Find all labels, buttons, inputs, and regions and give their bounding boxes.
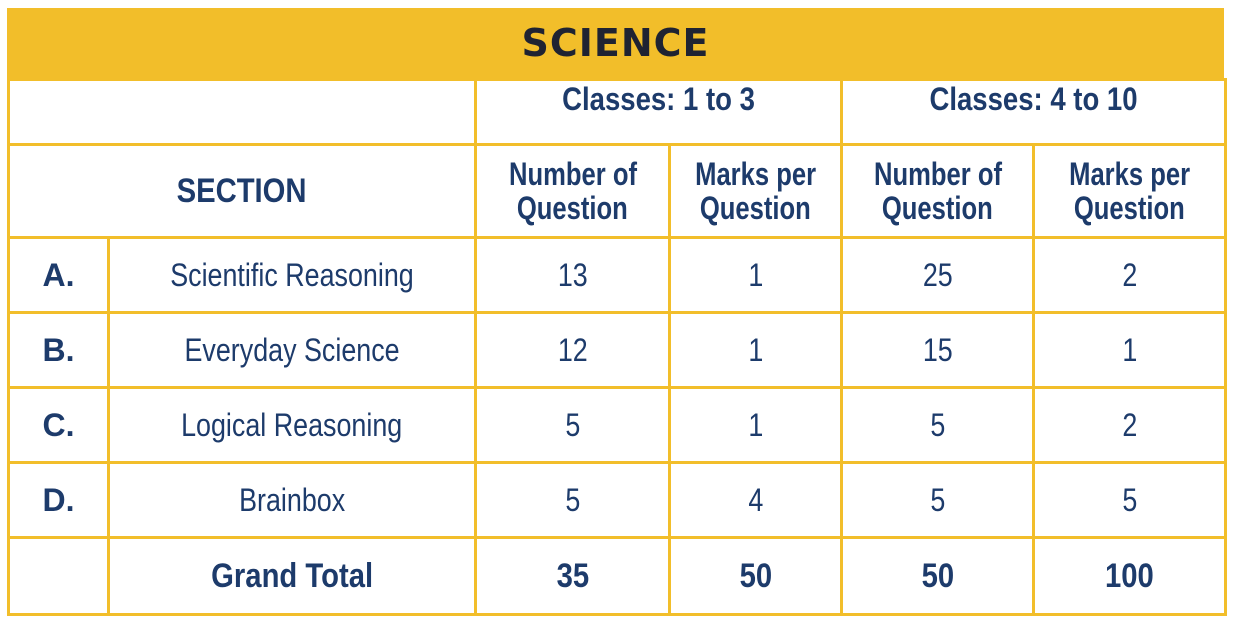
c410-number-header-line2: Question xyxy=(882,190,993,226)
column-header-row: SECTION Number of Question Marks per Que… xyxy=(7,143,1228,239)
table-title: SCIENCE xyxy=(521,21,710,65)
row-c410-marks-value: 2 xyxy=(1122,256,1137,293)
grand-total-c13-marks-value: 50 xyxy=(739,556,772,595)
row-c410-number-value: 5 xyxy=(930,406,945,443)
row-letter: D. xyxy=(7,461,110,539)
c410-marks-header: Marks per Question xyxy=(1032,143,1228,239)
row-c410-number: 15 xyxy=(840,311,1036,389)
section-header-cell: SECTION xyxy=(7,143,477,239)
c13-marks-header-line1: Marks per xyxy=(695,156,816,192)
row-c13-marks: 4 xyxy=(667,461,844,539)
row-c13-number: 13 xyxy=(474,236,671,314)
row-c410-number-value: 25 xyxy=(922,256,953,293)
c13-marks-header: Marks per Question xyxy=(667,143,844,239)
row-c13-number-value: 13 xyxy=(557,256,588,293)
row-c410-number-value: 5 xyxy=(930,481,945,518)
row-c410-number: 5 xyxy=(840,386,1036,464)
table-row: A. Scientific Reasoning 13 1 25 2 xyxy=(7,236,1228,314)
row-section-name-text: Brainbox xyxy=(238,481,346,518)
row-c410-marks: 5 xyxy=(1032,461,1228,539)
row-letter: B. xyxy=(7,311,110,389)
row-c410-number-value: 15 xyxy=(922,331,953,368)
grand-total-c13-number: 35 xyxy=(474,536,671,616)
class-group-4-10-label: Classes: 4 to 10 xyxy=(929,81,1138,118)
class-group-4-10-cell: Classes: 4 to 10 xyxy=(840,78,1228,146)
section-header-label: SECTION xyxy=(177,171,307,210)
row-c13-marks-value: 1 xyxy=(748,256,763,293)
marks-table: Classes: 1 to 3 Classes: 4 to 10 SECTION… xyxy=(7,78,1228,616)
grand-total-c13-marks: 50 xyxy=(667,536,844,616)
grand-total-c410-marks-value: 100 xyxy=(1105,556,1154,595)
row-c410-marks-value: 5 xyxy=(1122,481,1137,518)
row-section-name: Everyday Science xyxy=(107,311,477,389)
row-c410-marks: 1 xyxy=(1032,311,1228,389)
class-group-1-3-label: Classes: 1 to 3 xyxy=(562,81,755,118)
grand-total-label-cell: Grand Total xyxy=(107,536,477,616)
c13-number-header-line1: Number of xyxy=(508,156,637,192)
c13-marks-header-line2: Question xyxy=(700,190,811,226)
table-row: B. Everyday Science 12 1 15 1 xyxy=(7,311,1228,389)
grand-total-c410-number: 50 xyxy=(840,536,1036,616)
row-c13-marks-value: 4 xyxy=(748,481,763,518)
row-c13-marks: 1 xyxy=(667,236,844,314)
row-c13-number-value: 5 xyxy=(565,481,580,518)
c13-number-header-line2: Question xyxy=(517,190,628,226)
class-group-header-row: Classes: 1 to 3 Classes: 4 to 10 xyxy=(7,78,1228,146)
row-c13-marks: 1 xyxy=(667,311,844,389)
row-letter: C. xyxy=(7,386,110,464)
row-section-name: Scientific Reasoning xyxy=(107,236,477,314)
table-row: C. Logical Reasoning 5 1 5 2 xyxy=(7,386,1228,464)
row-c13-number: 5 xyxy=(474,461,671,539)
row-c13-marks: 1 xyxy=(667,386,844,464)
row-c410-marks-value: 1 xyxy=(1122,331,1137,368)
row-c410-marks: 2 xyxy=(1032,236,1228,314)
c410-number-header-line1: Number of xyxy=(873,156,1002,192)
c410-marks-header-line2: Question xyxy=(1074,190,1185,226)
grand-total-empty-cell xyxy=(7,536,110,616)
row-c13-marks-value: 1 xyxy=(748,406,763,443)
row-letter: A. xyxy=(7,236,110,314)
row-c13-number: 12 xyxy=(474,311,671,389)
science-marks-table-sheet: SCIENCE Classes: 1 to 3 Classes: 4 to 10… xyxy=(7,8,1228,628)
row-c13-number-value: 5 xyxy=(565,406,580,443)
table-row: D. Brainbox 5 4 5 5 xyxy=(7,461,1228,539)
c410-marks-header-line1: Marks per xyxy=(1069,156,1190,192)
grand-total-c13-number-value: 35 xyxy=(556,556,589,595)
row-c13-number: 5 xyxy=(474,386,671,464)
grand-total-c410-number-value: 50 xyxy=(921,556,954,595)
row-section-name: Brainbox xyxy=(107,461,477,539)
grand-total-c410-marks: 100 xyxy=(1032,536,1228,616)
grand-total-label: Grand Total xyxy=(211,556,373,595)
row-section-name-text: Scientific Reasoning xyxy=(170,256,414,293)
row-c410-marks: 2 xyxy=(1032,386,1228,464)
empty-corner-cell xyxy=(7,78,477,146)
row-c410-number: 5 xyxy=(840,461,1036,539)
row-c13-marks-value: 1 xyxy=(748,331,763,368)
row-c410-number: 25 xyxy=(840,236,1036,314)
row-section-name-text: Logical Reasoning xyxy=(181,406,403,443)
c13-number-header: Number of Question xyxy=(474,143,671,239)
grand-total-row: Grand Total 35 50 50 100 xyxy=(7,536,1228,616)
row-c410-marks-value: 2 xyxy=(1122,406,1137,443)
class-group-1-3-cell: Classes: 1 to 3 xyxy=(473,78,844,146)
row-section-name-text: Everyday Science xyxy=(184,331,400,368)
row-section-name: Logical Reasoning xyxy=(107,386,477,464)
c410-number-header: Number of Question xyxy=(840,143,1036,239)
row-c13-number-value: 12 xyxy=(557,331,588,368)
title-bar: SCIENCE xyxy=(7,8,1224,78)
